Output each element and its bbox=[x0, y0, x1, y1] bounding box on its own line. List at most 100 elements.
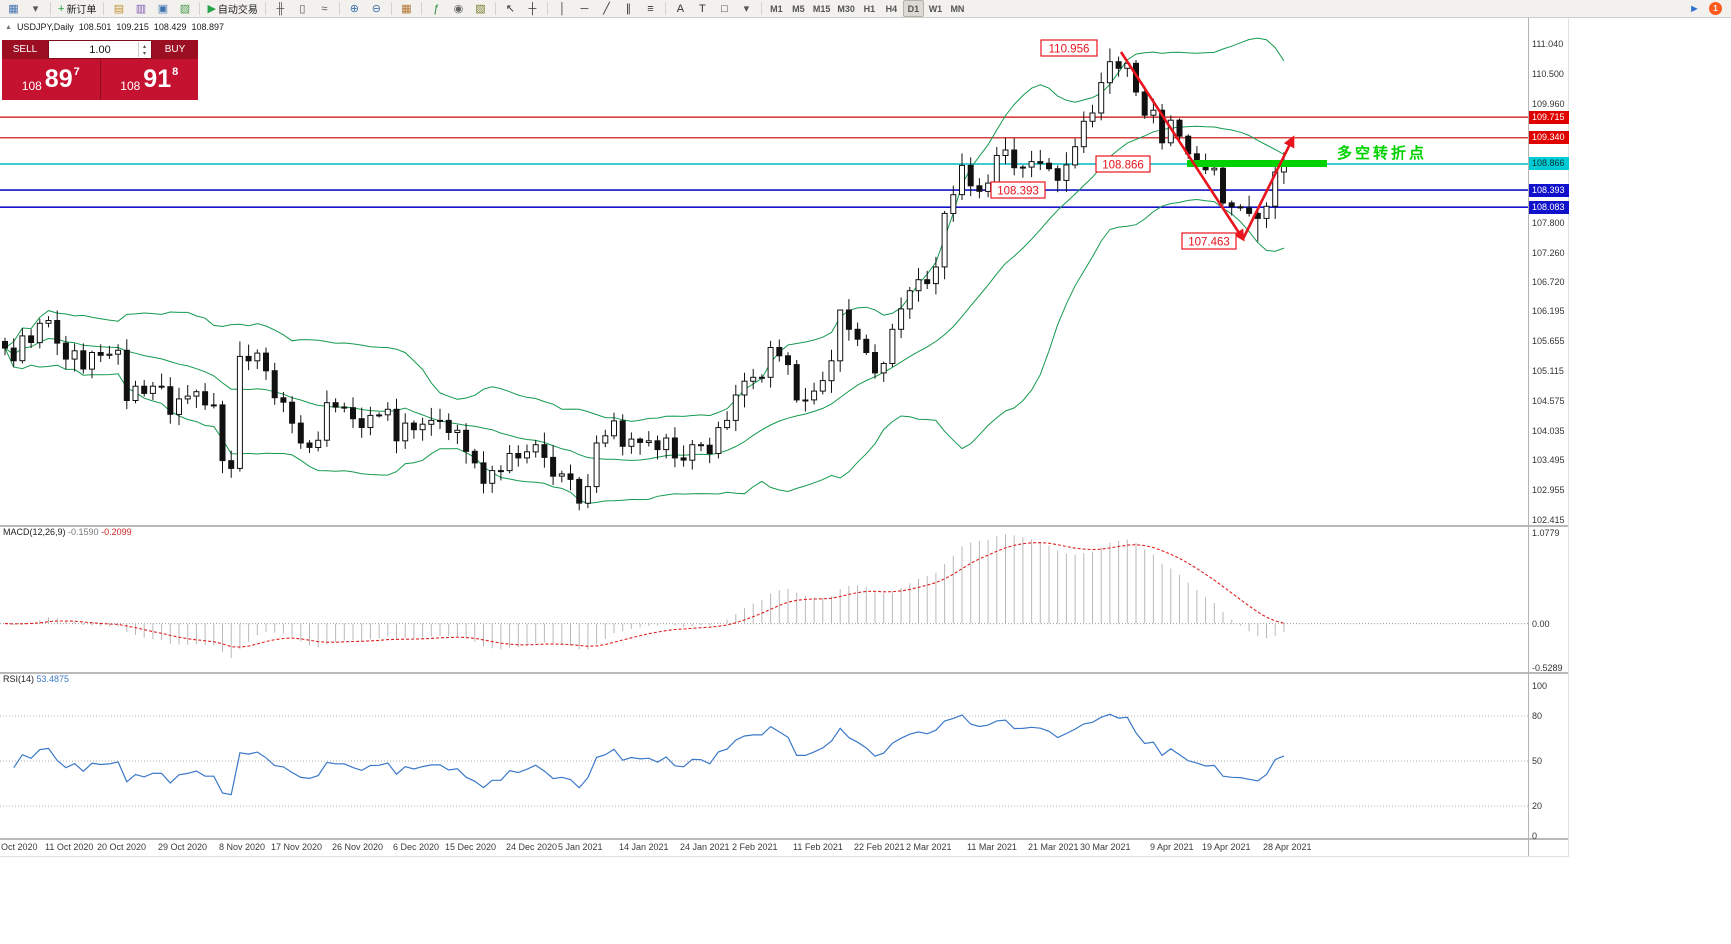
rsi-value: 53.4875 bbox=[36, 674, 70, 684]
timeframe-h1-button[interactable]: H1 bbox=[859, 0, 880, 17]
volume-spinner[interactable]: ▴ ▾ bbox=[138, 42, 150, 57]
time-axis-label: 17 Nov 2020 bbox=[271, 842, 323, 852]
timeframe-d1-button[interactable]: D1 bbox=[902, 0, 924, 17]
periods-button[interactable]: ◉ bbox=[448, 0, 469, 17]
chart-title: ▲ USDJPY,Daily 108.501 109.215 108.429 1… bbox=[5, 22, 224, 32]
price-axis-label: 107.800 bbox=[1532, 218, 1565, 228]
sell-price-button[interactable]: 108 89 7 bbox=[2, 59, 101, 100]
time-axis-label: 30 Mar 2021 bbox=[1080, 842, 1131, 852]
sell-button[interactable]: SELL bbox=[2, 40, 48, 59]
buy-price-int: 108 bbox=[120, 79, 141, 93]
indicators-button-icon: ƒ bbox=[433, 2, 440, 15]
periods-button-icon: ◉ bbox=[453, 2, 464, 15]
one-click-trading-panel: SELL 1.00 ▴ ▾ BUY 108 89 7 108 bbox=[2, 40, 198, 100]
volume-value: 1.00 bbox=[89, 43, 111, 56]
shapes-dropdown[interactable]: ▾ bbox=[736, 0, 757, 17]
time-axis-label: 2 Feb 2021 bbox=[732, 842, 778, 852]
timeframe-m30-button[interactable]: M30 bbox=[834, 0, 858, 17]
macd-signal-value: -0.2099 bbox=[101, 527, 132, 537]
navigator-button-icon: ▣ bbox=[157, 2, 169, 15]
trendline-button[interactable]: ╱ bbox=[596, 0, 617, 17]
quick-message-icon[interactable]: ► bbox=[1684, 0, 1705, 17]
tile-windows-button[interactable]: ▦ bbox=[396, 0, 417, 17]
toolbar-separator bbox=[199, 2, 201, 15]
volume-up-icon[interactable]: ▴ bbox=[142, 44, 146, 50]
chart-list-dropdown[interactable]: ▾ bbox=[25, 0, 46, 17]
notification-badge[interactable]: 1 bbox=[1709, 2, 1722, 15]
macd-panel-separator[interactable] bbox=[0, 525, 1568, 527]
volume-input[interactable]: 1.00 ▴ ▾ bbox=[48, 40, 152, 59]
price-axis-label: 106.720 bbox=[1532, 277, 1565, 287]
new-order-button-label: 新订单 bbox=[66, 5, 97, 16]
timeframe-m5-button[interactable]: M5 bbox=[788, 0, 809, 17]
toolbar-separator bbox=[264, 2, 266, 15]
price-axis-label: 107.260 bbox=[1532, 248, 1565, 258]
chart-profiles-button-icon: ▤ bbox=[113, 2, 125, 15]
toolbar-separator bbox=[50, 2, 51, 15]
market-watch-button[interactable]: ▥ bbox=[130, 0, 151, 17]
new-order-button[interactable]: + 新订单 bbox=[55, 0, 99, 17]
zoom-out-button[interactable]: ⊖ bbox=[366, 0, 387, 17]
vertical-line-button[interactable]: │ bbox=[552, 0, 573, 17]
chart-window-button[interactable]: ▦ bbox=[3, 0, 24, 17]
ohlc-open: 108.501 bbox=[78, 22, 112, 32]
ohlc-high: 109.215 bbox=[116, 22, 149, 32]
timeframe-w1-button[interactable]: W1 bbox=[925, 0, 946, 17]
time-axis-label: 24 Dec 2020 bbox=[506, 842, 558, 852]
horizontal-line-button[interactable]: ─ bbox=[574, 0, 595, 17]
timeframe-m15-button[interactable]: M15 bbox=[810, 0, 834, 17]
chart-window: 多空转折点 110.956 108.866 108.393 107.463 ▲ USDJ… bbox=[0, 18, 1569, 857]
sell-price-int: 108 bbox=[21, 79, 42, 93]
time-axis[interactable]: Oct 2020 11 Oct 2020 20 Oct 2020 29 Oct 202… bbox=[0, 840, 1528, 856]
price-axis-label: 106.195 bbox=[1532, 306, 1565, 316]
chart-profiles-button[interactable]: ▤ bbox=[108, 0, 129, 17]
timeframe-w1-button-label: W1 bbox=[928, 3, 943, 14]
indicators-button[interactable]: ƒ bbox=[426, 0, 447, 17]
time-axis-label: 14 Jan 2021 bbox=[619, 842, 669, 852]
zoom-out-button-icon: ⊖ bbox=[371, 2, 382, 15]
time-axis-label: 19 Apr 2021 bbox=[1202, 842, 1251, 852]
time-axis-label: Oct 2020 bbox=[1, 842, 38, 852]
macd-label: MACD(12,26,9) -0.1590 -0.2099 bbox=[3, 527, 132, 537]
price-scale[interactable]: 111.040 110.500 109.960 107.800 107.260 106.7… bbox=[1528, 18, 1569, 856]
toolbar-separator bbox=[760, 2, 762, 15]
terminal-button[interactable]: ▨ bbox=[174, 0, 195, 17]
chart-canvas[interactable]: 多空转折点 110.956 108.866 108.393 107.463 bbox=[0, 18, 1528, 856]
price-axis-label: 109.960 bbox=[1532, 99, 1565, 109]
bar-chart-button[interactable]: ╫ bbox=[270, 0, 291, 17]
timeframe-m1-button-label: M1 bbox=[770, 3, 783, 14]
text-label-button[interactable]: T bbox=[692, 0, 713, 17]
shapes-button-icon: □ bbox=[721, 2, 728, 15]
buy-button[interactable]: BUY bbox=[152, 40, 198, 59]
ohlc-close: 108.897 bbox=[191, 22, 224, 32]
toolbar-separator bbox=[338, 2, 340, 15]
toolbar-separator bbox=[420, 2, 422, 15]
zoom-in-button[interactable]: ⊕ bbox=[344, 0, 365, 17]
auto-trading-button[interactable]: ▶ 自动交易 bbox=[204, 0, 260, 17]
volume-down-icon[interactable]: ▾ bbox=[142, 51, 146, 57]
macd-main-value: -0.1590 bbox=[68, 527, 99, 537]
cursor-button[interactable]: ↖ bbox=[500, 0, 521, 17]
templates-button[interactable]: ▧ bbox=[470, 0, 491, 17]
timeframe-mn-button[interactable]: MN bbox=[947, 0, 968, 17]
crosshair-button[interactable]: ┼ bbox=[522, 0, 543, 17]
candlestick-chart-button[interactable]: ▯ bbox=[292, 0, 313, 17]
shapes-button[interactable]: □ bbox=[714, 0, 735, 17]
timeframe-m1-button[interactable]: M1 bbox=[766, 0, 787, 17]
time-axis-label: 6 Dec 2020 bbox=[393, 842, 440, 852]
channel-button[interactable]: ∥ bbox=[618, 0, 639, 17]
auto-trading-button-label: 自动交易 bbox=[217, 5, 258, 16]
rsi-panel-separator[interactable] bbox=[0, 672, 1568, 674]
timeframe-h4-button[interactable]: H4 bbox=[881, 0, 902, 17]
price-tag: 108.083 bbox=[1529, 201, 1569, 214]
horizontal-line-button-icon: ─ bbox=[580, 2, 589, 15]
navigator-button[interactable]: ▣ bbox=[152, 0, 173, 17]
chart-list-dropdown-icon: ▾ bbox=[32, 2, 39, 15]
fibonacci-button[interactable]: ≡ bbox=[640, 0, 661, 17]
chart-symbol-period: USDJPY,Daily bbox=[16, 22, 74, 32]
line-chart-button[interactable]: ≈ bbox=[314, 0, 335, 17]
time-axis-label: 29 Oct 2020 bbox=[158, 842, 208, 852]
text-button[interactable]: A bbox=[670, 0, 691, 17]
buy-price-button[interactable]: 108 91 8 bbox=[100, 59, 198, 100]
